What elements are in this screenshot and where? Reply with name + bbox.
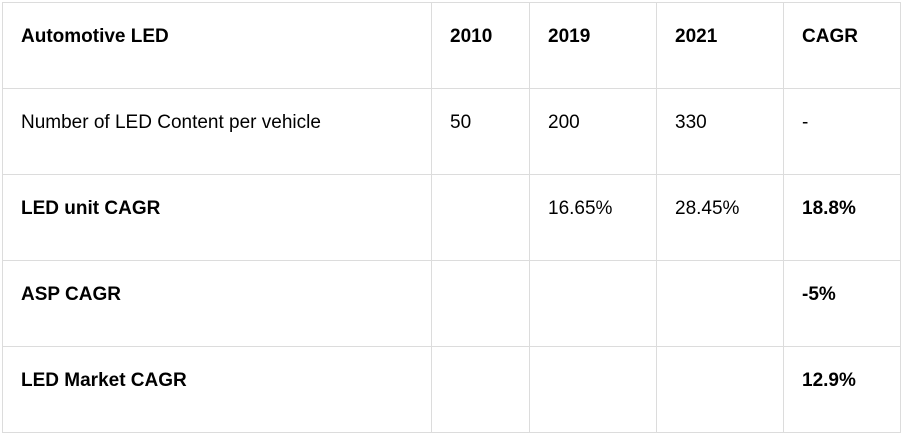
header-cell: 2021 bbox=[656, 2, 784, 89]
cell: 18.8% bbox=[783, 174, 901, 261]
cell: LED unit CAGR bbox=[2, 174, 432, 261]
cell: 28.45% bbox=[656, 174, 784, 261]
table-row: LED unit CAGR 16.65% 28.45% 18.8% bbox=[2, 174, 901, 261]
cell bbox=[656, 346, 784, 433]
cell: - bbox=[783, 88, 901, 175]
cell bbox=[431, 174, 530, 261]
cell: ASP CAGR bbox=[2, 260, 432, 347]
header-cell: 2019 bbox=[529, 2, 657, 89]
cell bbox=[529, 260, 657, 347]
cell: LED Market CAGR bbox=[2, 346, 432, 433]
header-cell: Automotive LED bbox=[2, 2, 432, 89]
cell: 16.65% bbox=[529, 174, 657, 261]
cell bbox=[529, 346, 657, 433]
cell bbox=[431, 346, 530, 433]
table-row: ASP CAGR -5% bbox=[2, 260, 901, 347]
data-table: Automotive LED 2010 2019 2021 CAGR Numbe… bbox=[2, 2, 901, 433]
header-row: Automotive LED 2010 2019 2021 CAGR bbox=[2, 2, 901, 89]
cell: 330 bbox=[656, 88, 784, 175]
table-row: LED Market CAGR 12.9% bbox=[2, 346, 901, 433]
header-cell: 2010 bbox=[431, 2, 530, 89]
cell: Number of LED Content per vehicle bbox=[2, 88, 432, 175]
table-row: Number of LED Content per vehicle 50 200… bbox=[2, 88, 901, 175]
cell bbox=[431, 260, 530, 347]
cell: 12.9% bbox=[783, 346, 901, 433]
header-cell: CAGR bbox=[783, 2, 901, 89]
cell: 50 bbox=[431, 88, 530, 175]
cell bbox=[656, 260, 784, 347]
cell: 200 bbox=[529, 88, 657, 175]
cell: -5% bbox=[783, 260, 901, 347]
